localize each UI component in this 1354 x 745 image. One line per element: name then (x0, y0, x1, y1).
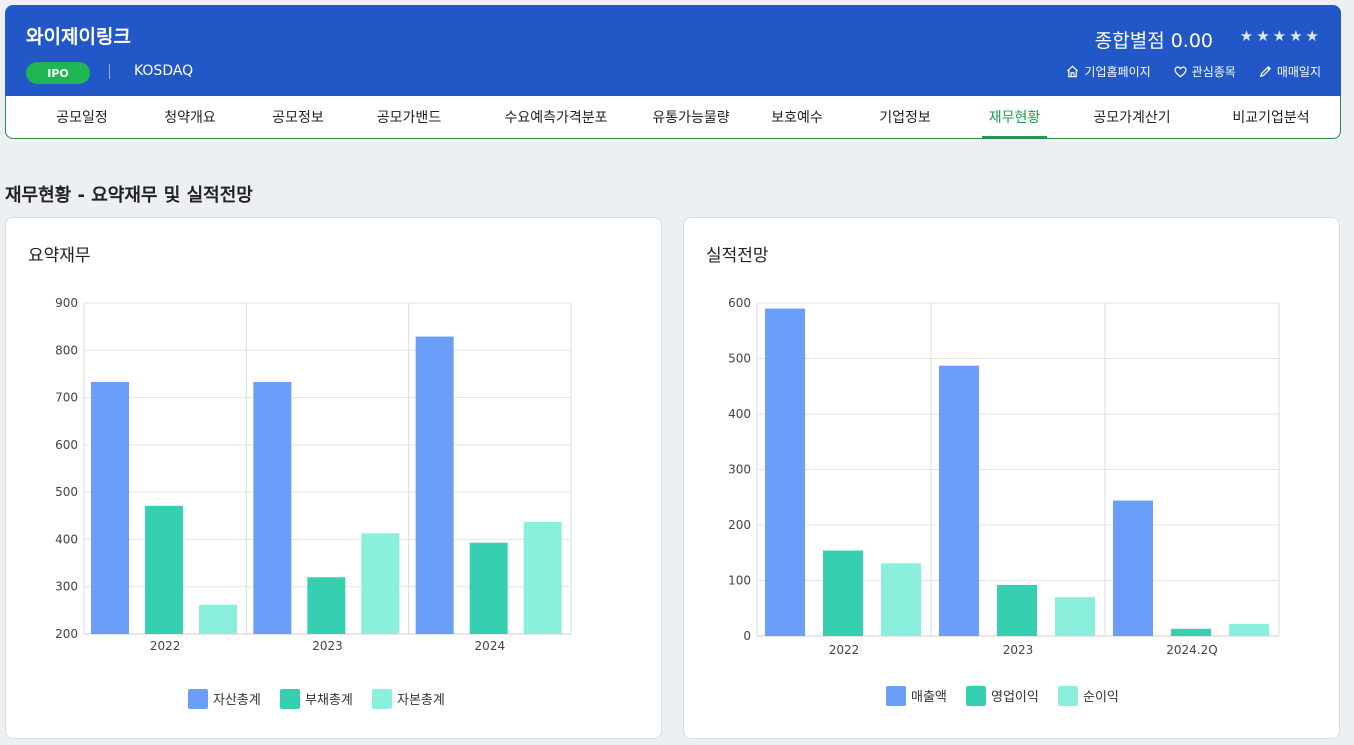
legend-swatch[interactable] (372, 689, 392, 709)
y-tick-label: 500 (55, 485, 78, 499)
bar[interactable] (253, 381, 292, 634)
star-icon[interactable]: ★ (1239, 27, 1254, 45)
legend-label[interactable]: 자산총계 (213, 693, 261, 708)
bar[interactable] (997, 584, 1037, 636)
y-tick-label: 100 (728, 574, 751, 588)
trade-journal-link-label: 매매일지 (1276, 65, 1321, 79)
card-title: 실적전망 (706, 246, 769, 266)
legend-label[interactable]: 매출액 (911, 690, 947, 705)
card-title: 요약재무 (28, 246, 91, 266)
bar[interactable] (91, 381, 129, 634)
y-tick-label: 600 (728, 296, 751, 310)
homepage-link-label: 기업홈페이지 (1084, 65, 1151, 79)
heart-icon (1174, 66, 1187, 78)
x-tick-label: 2022 (829, 643, 860, 657)
bar[interactable] (307, 577, 346, 634)
x-tick-label: 2024.2Q (1166, 643, 1217, 657)
rating-value: 0.00 (1170, 30, 1213, 52)
rating: 종합별점 0.00 (1095, 26, 1213, 53)
legend-swatch[interactable] (886, 686, 906, 706)
y-tick-label: 0 (743, 629, 751, 643)
y-tick-label: 800 (55, 343, 78, 357)
bar[interactable] (523, 521, 562, 634)
y-tick-label: 200 (728, 518, 751, 532)
section-title: 재무현황 - 요약재무 및 실적전망 (5, 185, 253, 206)
tab-price-calculator[interactable]: 공모가계산기 (1093, 110, 1171, 126)
summary-financials-chart: 200 300 400 500 600 700 800 900 2022 2023 2024 자산총계… (55, 296, 572, 709)
legend-label[interactable]: 순이익 (1083, 690, 1119, 705)
star-rating[interactable]: ★ ★ ★ ★ ★ (1240, 29, 1319, 44)
tab-lockup[interactable]: 보호예수 (771, 110, 823, 126)
legend-swatch[interactable] (966, 686, 986, 706)
legend-label[interactable]: 부채총계 (305, 693, 353, 708)
bar[interactable] (1229, 623, 1269, 636)
bar[interactable] (1171, 628, 1211, 636)
earnings-outlook-card: 실적전망 0 100 200 300 400 500 600 2022 2023 2024.2Q 매… (683, 217, 1340, 739)
company-header: 와이제이링크 IPO KOSDAQ 종합별점 0.00 ★ ★ ★ ★ ★ 기업… (5, 5, 1341, 96)
home-icon (1067, 65, 1079, 78)
bar[interactable] (361, 533, 400, 634)
homepage-link[interactable]: 기업홈페이지 (1065, 63, 1151, 80)
tab-subscription-overview[interactable]: 청약개요 (164, 110, 216, 126)
bar[interactable] (881, 563, 921, 636)
tab-tradable-volume[interactable]: 유통가능물량 (652, 110, 730, 126)
legend-swatch[interactable] (280, 689, 300, 709)
tab-financials[interactable]: 재무현황 (982, 96, 1047, 138)
x-tick-label: 2023 (1003, 643, 1034, 657)
star-icon[interactable]: ★ (1256, 27, 1270, 45)
divider (109, 64, 110, 79)
tab-demand-forecast[interactable]: 수요예측가격분포 (504, 110, 608, 126)
legend-swatch[interactable] (1058, 686, 1078, 706)
y-tick-label: 300 (55, 580, 78, 594)
tab-price-band[interactable]: 공모가밴드 (376, 110, 442, 126)
bar[interactable] (939, 365, 979, 636)
bar[interactable] (199, 604, 237, 634)
bar[interactable] (145, 505, 183, 634)
bar[interactable] (765, 308, 805, 636)
watchlist-link[interactable]: 관심종목 (1173, 63, 1236, 80)
y-tick-label: 400 (728, 407, 751, 421)
legend-swatch[interactable] (188, 689, 208, 709)
header-links: 기업홈페이지 관심종목 매매일지 (1065, 63, 1321, 80)
trade-journal-link[interactable]: 매매일지 (1258, 63, 1321, 80)
legend-label[interactable]: 자본총계 (397, 693, 445, 708)
bar[interactable] (1055, 597, 1095, 636)
market-label: KOSDAQ (134, 63, 194, 79)
x-tick-label: 2024 (475, 639, 506, 653)
summary-financials-card: 요약재무 200 300 400 500 600 700 800 900 2022 2023 202… (5, 217, 662, 739)
x-tick-label: 2022 (150, 639, 181, 653)
y-tick-label: 900 (55, 296, 78, 310)
ipo-badge: IPO (26, 62, 90, 84)
earnings-outlook-chart: 0 100 200 300 400 500 600 2022 2023 2024.2Q 매출액 영업이… (728, 296, 1280, 706)
star-icon[interactable]: ★ (1272, 27, 1287, 45)
bar[interactable] (469, 542, 508, 634)
company-name: 와이제이링크 (26, 26, 131, 48)
watchlist-link-label: 관심종목 (1191, 65, 1236, 79)
x-tick-label: 2023 (312, 639, 343, 653)
bar[interactable] (415, 336, 454, 634)
tab-offering-schedule[interactable]: 공모일정 (56, 110, 108, 126)
y-tick-label: 600 (55, 438, 78, 452)
star-icon[interactable]: ★ (1305, 27, 1319, 45)
star-icon[interactable]: ★ (1289, 27, 1303, 45)
y-tick-label: 300 (728, 463, 751, 477)
tab-peer-analysis[interactable]: 비교기업분석 (1232, 110, 1310, 126)
y-tick-label: 200 (55, 627, 78, 641)
bar[interactable] (1113, 500, 1153, 636)
tab-offering-info[interactable]: 공모정보 (272, 110, 324, 126)
bar[interactable] (823, 550, 863, 636)
y-tick-label: 500 (728, 352, 751, 366)
tab-bar: 공모일정 청약개요 공모정보 공모가밴드 수요예측가격분포 유통가능물량 보호예… (5, 96, 1341, 139)
tab-company-info[interactable]: 기업정보 (879, 110, 931, 126)
rating-label: 종합별점 (1094, 30, 1165, 52)
y-tick-label: 400 (55, 532, 78, 546)
y-tick-label: 700 (55, 391, 78, 405)
pencil-icon (1259, 65, 1271, 78)
legend-label[interactable]: 영업이익 (991, 690, 1039, 705)
